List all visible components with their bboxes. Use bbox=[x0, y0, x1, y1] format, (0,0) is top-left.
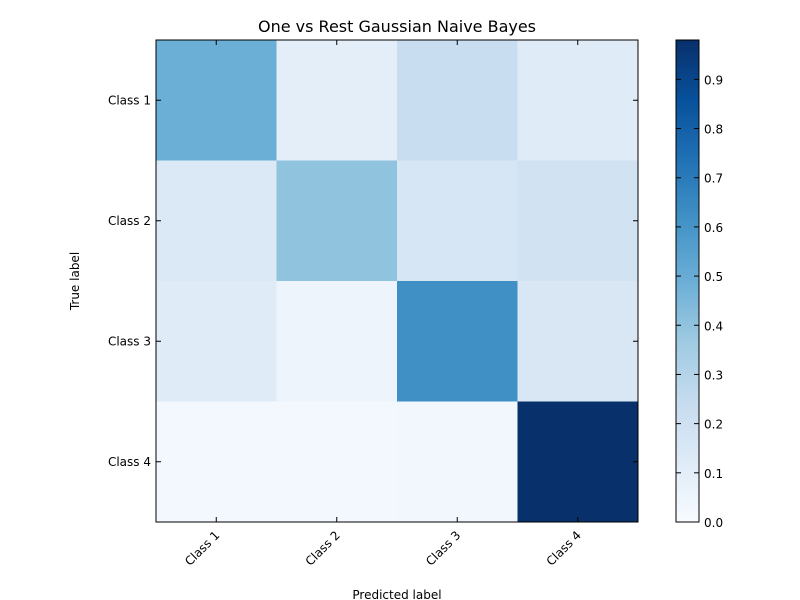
colorbar-tick-label: 0.8 bbox=[704, 123, 723, 137]
heatmap-cell-r1-c3 bbox=[397, 40, 518, 161]
heatmap-cell-r4-c4 bbox=[517, 401, 639, 523]
heatmap-cell-r3-c2 bbox=[276, 281, 398, 402]
colorbar-tick-label: 0.9 bbox=[704, 73, 723, 87]
colorbar-tick-label: 0.0 bbox=[704, 516, 723, 530]
heatmap-cell-r1-c1 bbox=[156, 40, 277, 161]
colorbar-tick-label: 0.3 bbox=[704, 368, 723, 382]
colorbar-tick-label: 0.1 bbox=[704, 467, 723, 481]
y-axis-label: True label bbox=[68, 252, 82, 311]
heatmap-cell-r1-c2 bbox=[276, 40, 398, 161]
y-tick-label: Class 1 bbox=[108, 93, 151, 107]
heatmap-cell-r3-c1 bbox=[156, 281, 277, 402]
y-tick-label: Class 2 bbox=[108, 214, 151, 228]
heatmap-cell-r4-c2 bbox=[276, 401, 398, 523]
heatmap-cell-r3-c3 bbox=[397, 281, 518, 402]
colorbar-tick-label: 0.5 bbox=[704, 270, 723, 284]
x-tick-label: Class 1 bbox=[182, 528, 222, 568]
x-tick-label: Class 3 bbox=[423, 528, 463, 568]
heatmap-cells bbox=[156, 40, 639, 523]
colorbar bbox=[675, 39, 700, 523]
colorbar-tick-label: 0.6 bbox=[704, 221, 723, 235]
heatmap-cell-r2-c1 bbox=[156, 160, 277, 282]
x-tick-label: Class 4 bbox=[544, 528, 584, 568]
plot-frame bbox=[155, 39, 639, 523]
heatmap-cell-r2-c2 bbox=[276, 160, 398, 282]
heatmap-cell-r3-c4 bbox=[517, 281, 639, 402]
colorbar-tick-label: 0.4 bbox=[704, 319, 723, 333]
x-axis-label: Predicted label bbox=[352, 588, 441, 600]
colorbar-tick-label: 0.7 bbox=[704, 172, 723, 186]
y-axis-ticks: Class 1 Class 2 Class 3 Class 4 bbox=[108, 93, 638, 469]
chart-title: One vs Rest Gaussian Naive Bayes bbox=[258, 17, 536, 36]
y-tick-label: Class 3 bbox=[108, 334, 151, 348]
heatmap-cell-r2-c4 bbox=[517, 160, 639, 282]
y-tick-label: Class 4 bbox=[108, 455, 151, 469]
heatmap-cell-r4-c1 bbox=[156, 401, 277, 523]
x-tick-label: Class 2 bbox=[303, 528, 343, 568]
heatmap-cell-r1-c4 bbox=[517, 40, 639, 161]
colorbar-ticks: 0.0 0.1 0.2 0.3 0.4 0.5 0.6 0.7 0.8 0.9 bbox=[676, 73, 723, 530]
heatmap-cell-r2-c3 bbox=[397, 160, 518, 282]
colorbar-tick-label: 0.2 bbox=[704, 418, 723, 432]
heatmap-cell-r4-c3 bbox=[397, 401, 518, 523]
